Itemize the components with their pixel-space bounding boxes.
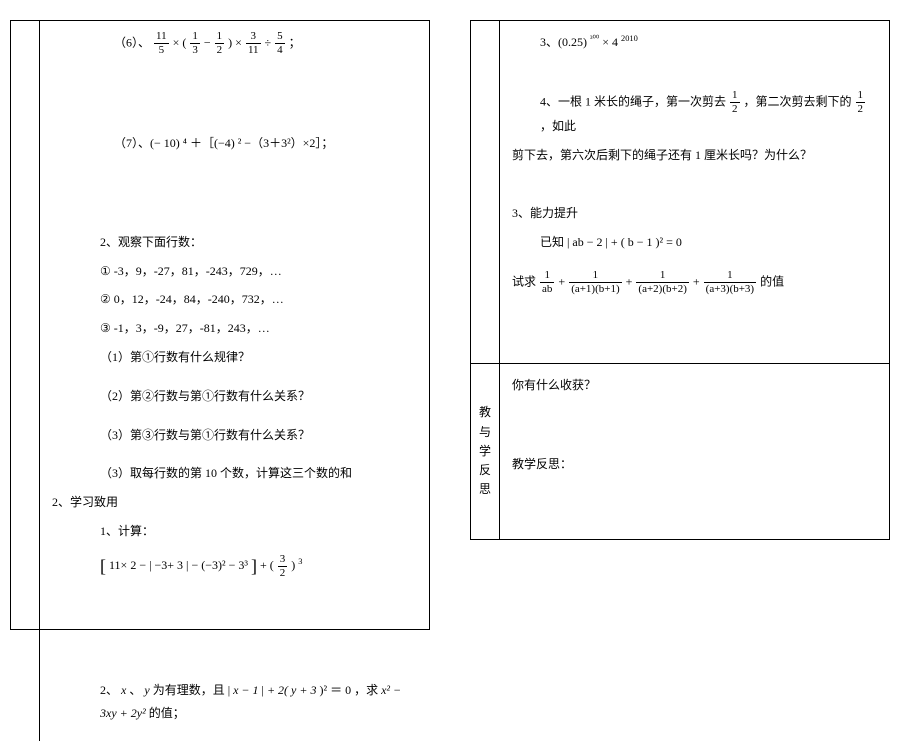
spacer: [512, 172, 879, 202]
calc-1-expr: [ 11× 2 − | −3+ 3 | − (−3)² − 3³ ] + ( 3…: [52, 549, 419, 583]
frac-half-2: 1 2: [856, 90, 866, 115]
row-1: ① -3，9，-27，81，-243，729，…: [52, 260, 419, 283]
left-content: （6）、 11 5 × ( 1 3 − 1 2: [40, 21, 429, 741]
frac-a2b2: 1 (a+2)(b+2): [636, 270, 688, 295]
frac-5-4: 5 4: [275, 31, 285, 56]
spacer: [52, 452, 419, 462]
study-use: 2、学习致用: [52, 491, 419, 514]
right-top-content: 3、(0.25) ³⁰⁰ × 4 2010 4、一根 1 米长的绳子，第一次剪去…: [500, 21, 889, 363]
spacer: [52, 414, 419, 424]
question-1: （1）第①行数有什么规律？: [52, 346, 419, 369]
spacer: [52, 62, 419, 132]
known-condition: 已知 | ab − 2 | + ( b − 1 )² = 0: [512, 231, 879, 254]
right-bottom-content: 你有什么收获？ 教学反思：: [500, 364, 889, 539]
observe-heading: 2、观察下面行数：: [52, 231, 419, 254]
frac-11-5: 11 5: [154, 31, 169, 56]
teaching-reflection: 教学反思：: [512, 453, 879, 476]
ability-heading: 3、能力提升: [512, 202, 879, 225]
left-bracket: [: [100, 556, 106, 576]
right-top-side: [471, 21, 500, 363]
frac-a1b1: 1 (a+1)(b+1): [569, 270, 621, 295]
question-2: （2）第②行数与第①行数有什么关系？: [52, 385, 419, 408]
spacer: [512, 260, 879, 270]
frac-1-2: 1 2: [215, 31, 225, 56]
frac-3-11: 3 11: [246, 31, 261, 56]
row-2: ② 0，12，-24，84，-240，732，…: [52, 288, 419, 311]
spacer: [52, 375, 419, 385]
right-top-cell: 3、(0.25) ³⁰⁰ × 4 2010 4、一根 1 米长的绳子，第一次剪去…: [471, 21, 889, 364]
frac-1-3: 1 3: [190, 31, 200, 56]
gain-question: 你有什么收获？: [512, 374, 879, 397]
left-panel: （6）、 11 5 × ( 1 3 − 1 2: [10, 20, 430, 630]
problem-xy: 2、 x 、 y 为有理数，且 | x − 1 | + 2( y + 3 )² …: [52, 679, 419, 725]
problem-4-rope: 4、一根 1 米长的绳子，第一次剪去 1 2 ，第二次剪去剩下的 1 2 ，如此: [512, 90, 879, 138]
right-panel: 3、(0.25) ³⁰⁰ × 4 2010 4、一根 1 米长的绳子，第一次剪去…: [470, 20, 890, 540]
row-3: ③ -1，3，-9，27，-81，243，…: [52, 317, 419, 340]
question-4: （3）取每行数的第 10 个数，计算这三个数的和: [52, 462, 419, 485]
frac-a3b3: 1 (a+3)(b+3): [704, 270, 756, 295]
problem-7: （7）、(− 10) ⁴ ＋［(−4) ² −（3＋3²）×2］；: [52, 132, 419, 155]
spacer: [52, 589, 419, 679]
reflection-side-label: 教与学反思: [471, 364, 500, 539]
calc-1-label: 1、计算：: [52, 520, 419, 543]
label-6: （6）、: [114, 35, 150, 49]
spacer: [512, 60, 879, 90]
left-side-col: [11, 21, 40, 741]
question-3: （3）第③行数与第①行数有什么关系？: [52, 424, 419, 447]
try-find: 试求 1 ab + 1 (a+1)(b+1) + 1 (a+2)(b+2): [512, 270, 879, 295]
page-container: （6）、 11 5 × ( 1 3 − 1 2: [10, 20, 910, 630]
problem-4-rope-2: 剪下去，第六次后剩下的绳子还有 1 厘米长吗？为什么？: [512, 144, 879, 167]
spacer: [52, 161, 419, 231]
frac-3-2: 3 2: [278, 554, 288, 579]
right-bottom-cell: 教与学反思 你有什么收获？ 教学反思：: [471, 364, 889, 539]
problem-6: （6）、 11 5 × ( 1 3 − 1 2: [52, 31, 419, 56]
problem-3-power: 3、(0.25) ³⁰⁰ × 4 2010: [512, 31, 879, 54]
frac-half-1: 1 2: [730, 90, 740, 115]
right-bracket: ]: [251, 556, 257, 576]
left-cell: （6）、 11 5 × ( 1 3 − 1 2: [11, 21, 429, 741]
spacer: [512, 403, 879, 453]
frac-1-ab: 1 ab: [540, 270, 554, 295]
